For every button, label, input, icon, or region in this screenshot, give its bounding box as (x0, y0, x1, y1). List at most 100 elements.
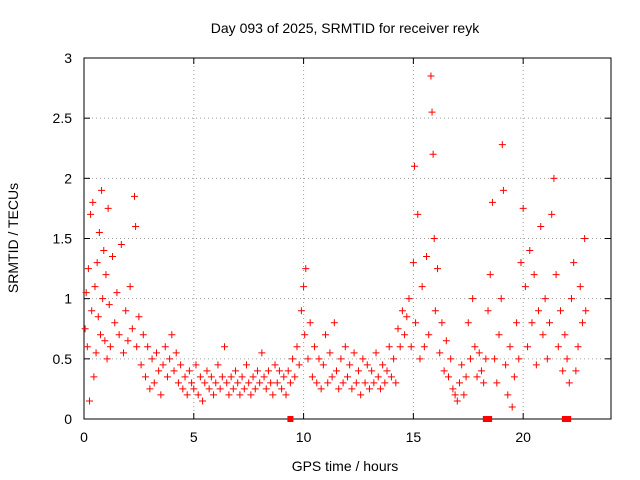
gap-marker (565, 416, 572, 422)
data-point (212, 379, 220, 387)
data-point (111, 319, 119, 327)
data-point (488, 198, 496, 206)
data-point (449, 385, 457, 393)
data-point (251, 385, 259, 393)
data-point (85, 397, 93, 405)
data-point (256, 379, 264, 387)
axis-ticks (83, 57, 611, 420)
data-point (174, 379, 182, 387)
data-point (185, 367, 193, 375)
data-point (528, 319, 536, 327)
data-point (84, 265, 92, 273)
data-point (372, 349, 380, 357)
data-point (170, 367, 178, 375)
data-point (133, 343, 141, 351)
x-axis-label: GPS time / hours (292, 458, 399, 474)
data-point (194, 391, 202, 399)
data-point (537, 222, 545, 230)
data-point (122, 307, 130, 315)
data-point (438, 319, 446, 327)
data-point (495, 331, 503, 339)
data-point (113, 289, 121, 297)
data-point (567, 295, 575, 303)
data-point (286, 379, 294, 387)
data-point (428, 108, 436, 116)
y-tick-label: 0 (64, 411, 72, 427)
data-point (434, 265, 442, 273)
data-point (177, 361, 185, 369)
data-point (576, 283, 584, 291)
data-point (146, 385, 154, 393)
data-point (565, 379, 573, 387)
data-point (188, 379, 196, 387)
data-point (497, 295, 505, 303)
data-point (513, 319, 521, 327)
data-point (157, 391, 165, 399)
x-tick-label: 10 (296, 429, 312, 445)
data-point (484, 307, 492, 315)
data-point (117, 241, 125, 249)
data-point (90, 373, 98, 381)
data-point (491, 355, 499, 363)
data-point (115, 331, 123, 339)
data-point (385, 343, 393, 351)
data-point (315, 355, 323, 363)
data-point (442, 337, 450, 345)
data-point (238, 373, 246, 381)
data-point (418, 283, 426, 291)
data-point (374, 373, 382, 381)
data-point (210, 391, 218, 399)
data-point (350, 349, 358, 357)
data-point (297, 307, 305, 315)
y-tick-label: 0.5 (53, 351, 73, 367)
data-point (131, 192, 139, 200)
data-point (328, 373, 336, 381)
data-point (357, 391, 365, 399)
data-point (420, 343, 428, 351)
data-point (308, 373, 316, 381)
data-point (196, 373, 204, 381)
data-point (155, 367, 163, 375)
data-point (132, 222, 140, 230)
data-point (106, 343, 114, 351)
data-point (379, 361, 387, 369)
data-point (163, 373, 171, 381)
data-point (582, 307, 590, 315)
data-point (183, 391, 191, 399)
data-point (326, 349, 334, 357)
data-point (445, 373, 453, 381)
y-tick-label: 2.5 (53, 110, 73, 126)
y-axis-label: SRMTID / TECUs (5, 183, 21, 293)
data-point (574, 343, 582, 351)
data-point (126, 283, 134, 291)
data-point (128, 325, 136, 333)
gap-marker (561, 416, 568, 422)
data-point (392, 379, 400, 387)
data-point (273, 379, 281, 387)
data-point (412, 319, 420, 327)
data-point (430, 235, 438, 242)
data-point (269, 391, 277, 399)
data-point (466, 355, 474, 363)
data-point (207, 373, 215, 381)
data-point (102, 271, 110, 279)
data-point (295, 361, 303, 369)
data-point (394, 325, 402, 333)
data-point (458, 361, 466, 369)
data-points (81, 72, 590, 422)
chart-title: Day 093 of 2025, SRMTID for receiver rey… (211, 20, 480, 36)
data-point (486, 271, 494, 279)
data-point (526, 247, 534, 255)
data-point (216, 385, 224, 393)
x-tick-label: 15 (406, 429, 422, 445)
data-point (109, 253, 117, 261)
data-point (556, 307, 564, 315)
data-point (429, 150, 437, 158)
data-point (387, 373, 395, 381)
data-point (94, 313, 102, 321)
data-point (301, 331, 309, 339)
data-point (581, 235, 589, 242)
data-point (159, 361, 167, 369)
data-point (324, 379, 332, 387)
data-point (311, 343, 319, 351)
